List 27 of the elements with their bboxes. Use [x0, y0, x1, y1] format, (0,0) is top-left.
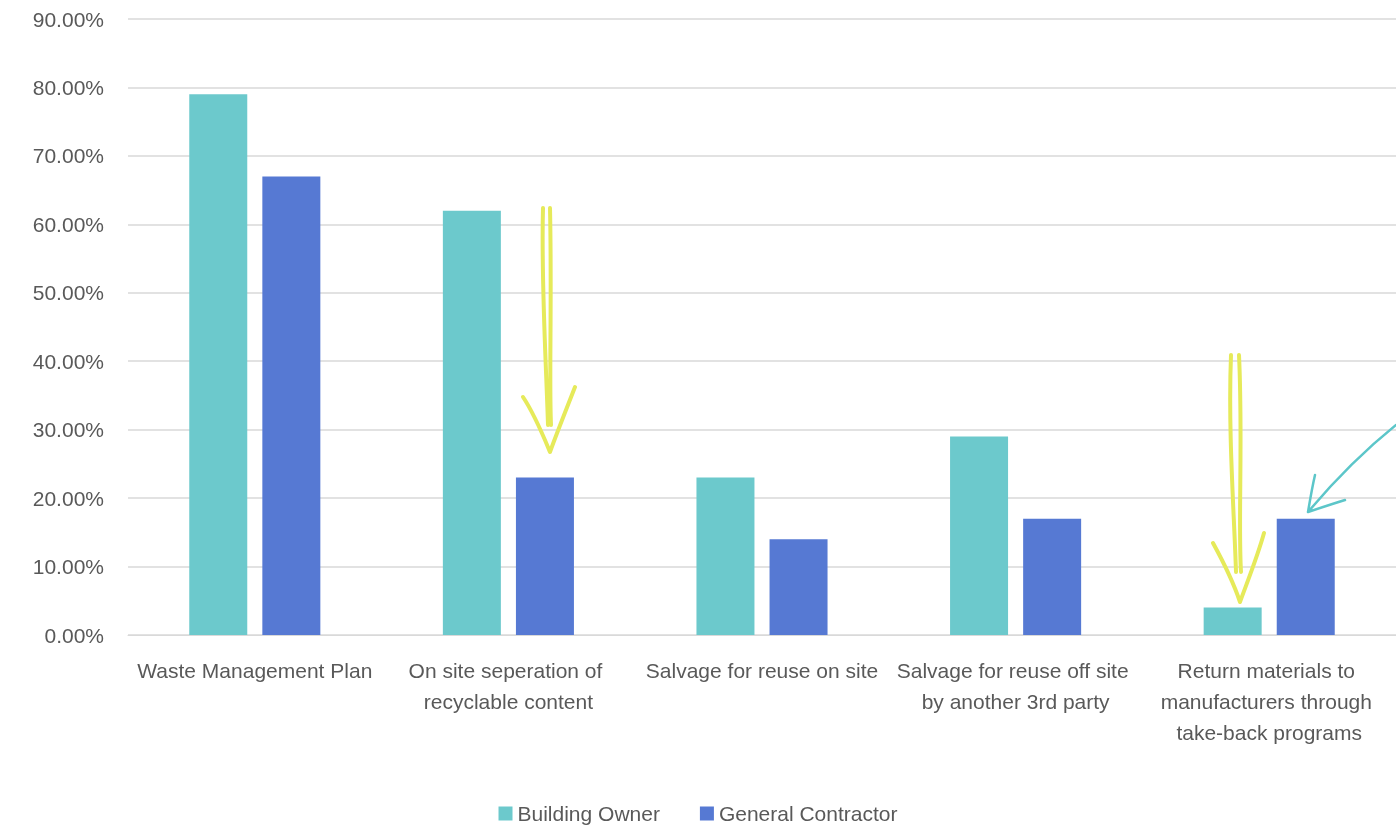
- x-tick-label: Waste Management Plan: [137, 659, 373, 682]
- bar: [515, 477, 574, 635]
- y-tick-label: 90.00%: [32, 7, 104, 31]
- bar: [1203, 607, 1262, 635]
- y-tick-label: 10.00%: [32, 555, 104, 579]
- y-tick-label: 30.00%: [32, 418, 104, 442]
- y-tick-label: 80.00%: [32, 75, 104, 99]
- bar: [442, 210, 501, 635]
- y-tick-label: 60.00%: [32, 212, 104, 236]
- y-tick-label: 0.00%: [44, 623, 104, 647]
- y-tick-label: 20.00%: [32, 486, 104, 510]
- legend-label: General Contractor: [718, 802, 898, 825]
- legend-label: Building Owner: [517, 802, 660, 825]
- x-tick-label: Return materials to manufacturers through take-back programs: [1160, 659, 1378, 744]
- y-tick-label: 70.00%: [32, 144, 104, 168]
- bar: [262, 176, 321, 635]
- bar: [696, 477, 755, 635]
- bar: [1276, 518, 1335, 635]
- x-tick-label: On site seperation of recyclable content: [408, 659, 609, 713]
- bar: [950, 436, 1009, 635]
- bar: [1023, 518, 1082, 635]
- x-tick-label: Salvage for reuse on site: [645, 659, 879, 682]
- bar: [189, 94, 248, 635]
- y-tick-label: 40.00%: [32, 349, 104, 373]
- bar: [769, 539, 828, 635]
- x-tick-label: Salvage for reuse off site by another 3rd party: [896, 659, 1135, 713]
- y-tick-label: 50.00%: [32, 281, 104, 305]
